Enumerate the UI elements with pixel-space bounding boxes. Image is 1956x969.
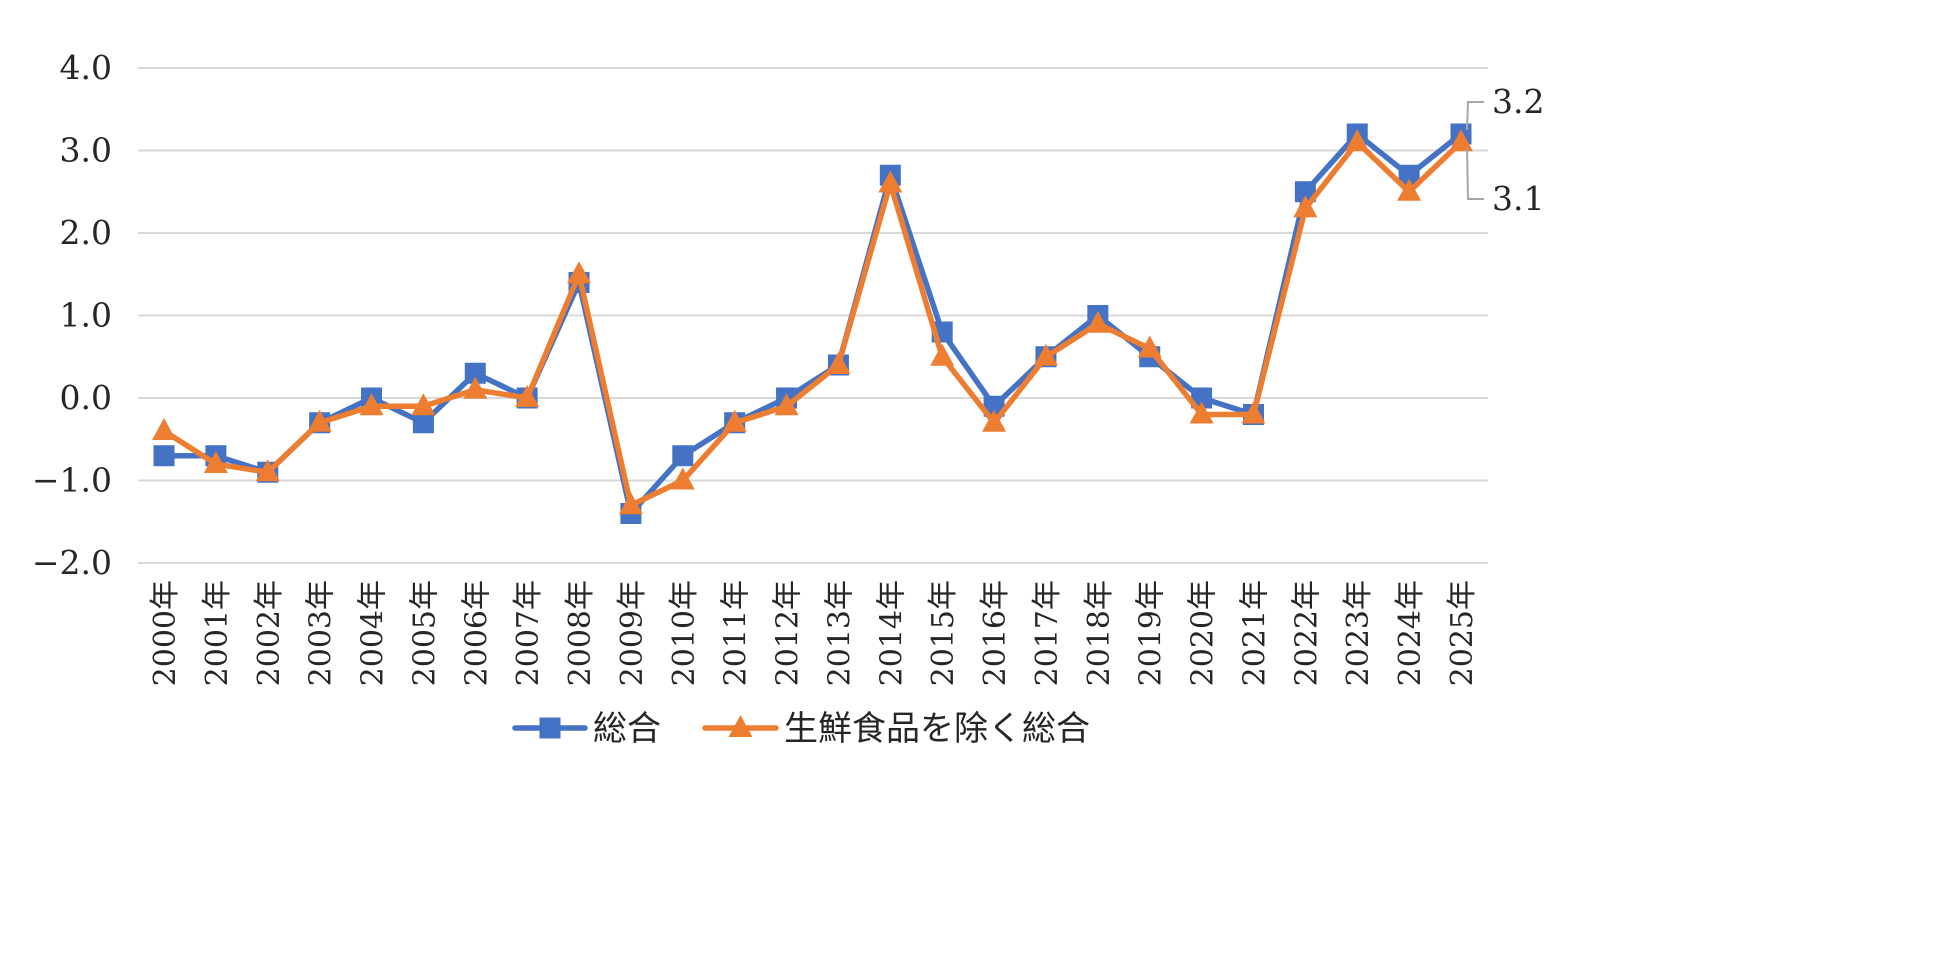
triangle-marker [203,451,228,473]
y-tick-label: 2.0 [60,213,112,252]
x-tick-label: 2024年 [1393,580,1428,686]
x-tick-label: 2005年 [407,580,442,686]
triangle-marker [722,409,747,432]
triangle-marker [463,376,488,399]
x-tick-label: 2023年 [1341,580,1376,686]
callout-leader-line [1466,148,1484,200]
square-marker [464,362,486,384]
x-tick-label: 2018年 [1082,580,1117,686]
triangle-marker [878,170,903,193]
x-tick-label: 2008年 [563,580,598,686]
square-marker [672,445,694,467]
triangle-marker [1241,401,1266,424]
x-tick-label: 2014年 [874,580,909,686]
x-tick-label: 2012年 [771,580,806,686]
x-axis-ticks: 2000年 2001年 2002年 2003年 2004年 2005年 2006年 2007年… [148,580,1480,686]
legend-label: 生鮮食品を除く総合 [784,709,1090,749]
triangle-marker [152,418,176,440]
x-tick-label: 2007年 [511,580,546,686]
triangle-marker [1449,129,1473,152]
y-tick-label: 0.0 [60,378,112,417]
triangle-marker [930,343,955,366]
triangle-marker [982,409,1007,432]
triangle-marker [411,393,436,416]
x-tick-label: 2021年 [1237,580,1272,686]
x-tick-label: 2016年 [978,580,1013,686]
square-marker [412,412,434,434]
triangle-marker [1085,310,1110,333]
callouts: 3.2 3.1 [1466,82,1544,218]
x-tick-label: 2013年 [822,580,857,686]
x-tick-label: 2006年 [459,580,494,686]
y-tick-label: 4.0 [60,48,112,87]
triangle-marker [1397,178,1422,201]
x-tick-label: 2015年 [926,580,961,686]
legend-label: 総合 [593,709,661,749]
triangle-marker [1345,129,1370,152]
triangle-marker [1033,343,1058,366]
triangle-marker [774,393,799,416]
square-marker [1191,387,1213,409]
x-tick-label: 2011年 [719,580,754,686]
triangle-marker [255,459,280,482]
x-tick-label: 2009年 [615,580,650,686]
series-line-1 [161,131,1464,517]
callout-label: 3.1 [1492,179,1544,218]
y-tick-label: −2.0 [32,543,112,582]
triangle-marker [359,393,384,416]
y-tick-label: 1.0 [60,296,112,335]
x-tick-label: 2003年 [304,580,339,686]
x-tick-label: 2017年 [1030,580,1065,686]
callout-label: 3.2 [1492,82,1544,121]
square-marker [1294,181,1316,203]
square-marker [983,395,1005,417]
x-tick-label: 2025年 [1445,580,1480,686]
x-tick-label: 2019年 [1134,580,1169,686]
callout-leader-line [1466,101,1484,131]
y-axis-ticks: 4.0 3.0 2.0 1.0 0.0 −1.0 −2.0 [32,48,112,582]
x-tick-label: 2001年 [200,580,235,686]
triangle-marker [826,352,851,374]
triangle-marker [618,492,643,515]
x-tick-label: 2020年 [1186,580,1221,686]
gridlines [138,67,1488,564]
x-tick-label: 2002年 [252,580,287,686]
triangle-marker [567,261,592,284]
triangle-marker [1137,335,1162,358]
x-tick-label: 2000年 [148,580,183,686]
triangle-marker [515,385,540,407]
series-line-2 [161,139,1464,509]
triangle-marker [1189,401,1214,424]
x-tick-label: 2004年 [356,580,391,686]
triangle-marker [307,409,332,432]
triangle-marker [1293,195,1318,218]
legend-square-marker [539,717,561,739]
x-tick-label: 2022年 [1289,580,1324,686]
y-tick-label: −1.0 [32,461,112,500]
triangle-marker [670,467,695,490]
y-tick-label: 3.0 [60,131,112,170]
square-marker [153,445,175,467]
legend-triangle-marker [728,715,753,737]
legend: 総合 生鮮食品を除く総合 [512,709,1090,749]
x-tick-label: 2010年 [667,580,702,686]
series-group [152,123,1473,524]
square-marker [1398,164,1420,186]
